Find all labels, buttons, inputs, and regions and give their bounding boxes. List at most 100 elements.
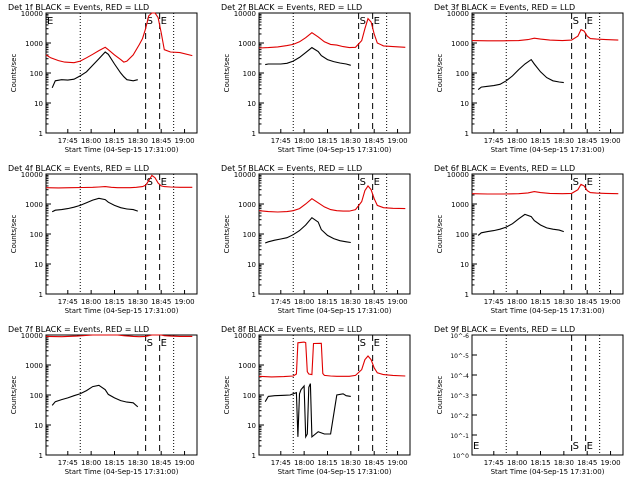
y-tick-label: 1 bbox=[39, 130, 43, 138]
lld-series-line bbox=[471, 183, 619, 195]
start-marker-label: S bbox=[147, 338, 153, 349]
y-tick-label: 10 bbox=[247, 261, 256, 269]
y-axis-label: Counts/sec bbox=[223, 215, 231, 254]
y-axis-label: Counts/sec bbox=[223, 376, 231, 415]
x-tick-label: 17:45 bbox=[484, 298, 504, 306]
x-tick-label: 18:45 bbox=[364, 459, 384, 467]
x-tick-label: 18:15 bbox=[317, 137, 337, 145]
x-tick-label: 18:45 bbox=[151, 137, 171, 145]
x-tick-label: 17:45 bbox=[271, 459, 291, 467]
events-series-line bbox=[264, 383, 351, 439]
y-tick-label: 10^-1 bbox=[450, 433, 469, 440]
plot-frame bbox=[258, 173, 411, 295]
x-tick-label: 19:00 bbox=[600, 137, 620, 145]
x-tick-label: 19:00 bbox=[387, 459, 407, 467]
x-tick-label: 17:45 bbox=[271, 137, 291, 145]
x-tick-label: 18:00 bbox=[507, 137, 527, 145]
chart-panel-4: Det 4f BLACK = Events, RED = LLD S E 17:45 1… bbox=[8, 164, 198, 315]
end-marker-label: E bbox=[587, 441, 593, 452]
x-tick-label: 18:45 bbox=[151, 459, 171, 467]
end-marker-label: E bbox=[587, 177, 593, 188]
events-series-line bbox=[51, 384, 139, 408]
start-marker-label: S bbox=[573, 16, 579, 27]
x-axis-label: Start Time (04-Sep-15 17:31:00) bbox=[278, 468, 392, 476]
end-marker-label: E bbox=[374, 177, 380, 188]
lld-series-line bbox=[471, 28, 619, 42]
y-tick-label: 10000 bbox=[234, 10, 256, 18]
x-tick-label: 17:45 bbox=[58, 298, 78, 306]
y-tick-label: 10000 bbox=[21, 171, 43, 179]
end-marker-label: E bbox=[374, 16, 380, 27]
end-marker-label: E bbox=[587, 16, 593, 27]
chart-title: Det 4f BLACK = Events, RED = LLD bbox=[8, 164, 149, 173]
y-tick-label: 10^-5 bbox=[450, 353, 469, 360]
lld-series-line bbox=[45, 12, 193, 64]
x-axis-label: Start Time (04-Sep-15 17:31:00) bbox=[491, 146, 605, 154]
x-tick-label: 18:00 bbox=[507, 298, 527, 306]
y-tick-label: 10000 bbox=[447, 10, 469, 18]
x-tick-label: 19:00 bbox=[600, 298, 620, 306]
lld-series-line bbox=[258, 17, 406, 49]
y-tick-label: 1000 bbox=[238, 40, 256, 48]
x-tick-label: 17:45 bbox=[58, 459, 78, 467]
y-tick-label: 1 bbox=[252, 452, 256, 460]
y-axis-label: Counts/sec bbox=[436, 376, 444, 415]
x-tick-label: 19:00 bbox=[174, 137, 194, 145]
plot-frame bbox=[45, 12, 198, 134]
y-tick-label: 10^0 bbox=[453, 453, 470, 460]
y-tick-label: 10000 bbox=[234, 332, 256, 340]
y-tick-label: 10 bbox=[460, 261, 469, 269]
x-tick-label: 18:00 bbox=[507, 459, 527, 467]
y-tick-label: 10000 bbox=[234, 171, 256, 179]
start-marker-label: S bbox=[360, 16, 366, 27]
y-tick-label: 1000 bbox=[238, 201, 256, 209]
x-tick-label: 18:45 bbox=[364, 137, 384, 145]
start-marker-label: S bbox=[573, 177, 579, 188]
y-tick-label: 1000 bbox=[451, 201, 469, 209]
y-axis-label: Counts/sec bbox=[10, 54, 18, 93]
chart-title: Det 5f BLACK = Events, RED = LLD bbox=[221, 164, 362, 173]
chart-title: Det 1f BLACK = Events, RED = LLD bbox=[8, 3, 149, 12]
y-tick-label: 10000 bbox=[447, 171, 469, 179]
start-marker-label: S bbox=[360, 177, 366, 188]
x-tick-label: 18:45 bbox=[364, 298, 384, 306]
y-tick-label: 1000 bbox=[25, 40, 43, 48]
y-axis-label: Counts/sec bbox=[436, 54, 444, 93]
x-tick-label: 18:00 bbox=[81, 459, 101, 467]
y-tick-label: 1000 bbox=[451, 40, 469, 48]
events-series-line bbox=[477, 213, 564, 236]
y-tick-label: 100 bbox=[243, 231, 256, 239]
y-tick-label: 10 bbox=[34, 100, 43, 108]
y-tick-label: 1000 bbox=[25, 362, 43, 370]
y-tick-label: 10^-6 bbox=[450, 333, 469, 340]
x-tick-label: 17:45 bbox=[484, 137, 504, 145]
plot-frame bbox=[45, 334, 198, 456]
x-tick-label: 17:45 bbox=[484, 459, 504, 467]
y-tick-label: 1000 bbox=[238, 362, 256, 370]
y-tick-label: 10 bbox=[34, 422, 43, 430]
start-marker-label: S bbox=[147, 16, 153, 27]
y-tick-label: 1000 bbox=[25, 201, 43, 209]
x-tick-label: 18:45 bbox=[577, 459, 597, 467]
x-tick-label: 18:45 bbox=[151, 298, 171, 306]
x-tick-label: 18:15 bbox=[104, 137, 124, 145]
x-tick-label: 18:00 bbox=[294, 137, 314, 145]
x-tick-label: 19:00 bbox=[174, 298, 194, 306]
x-tick-label: 18:15 bbox=[317, 459, 337, 467]
events-series-line bbox=[477, 58, 564, 91]
y-tick-label: 10 bbox=[247, 100, 256, 108]
y-tick-label: 1 bbox=[465, 130, 469, 138]
x-tick-label: 18:15 bbox=[530, 137, 550, 145]
start-marker-label: S bbox=[360, 338, 366, 349]
end-marker-label: E bbox=[161, 177, 167, 188]
y-tick-label: 100 bbox=[456, 70, 469, 78]
x-tick-label: 18:00 bbox=[294, 298, 314, 306]
start-marker-label: S bbox=[147, 177, 153, 188]
events-series-line bbox=[265, 216, 351, 244]
end-marker-label: E bbox=[161, 338, 167, 349]
events-series-line bbox=[265, 46, 351, 66]
end-marker-label: E bbox=[161, 16, 167, 27]
